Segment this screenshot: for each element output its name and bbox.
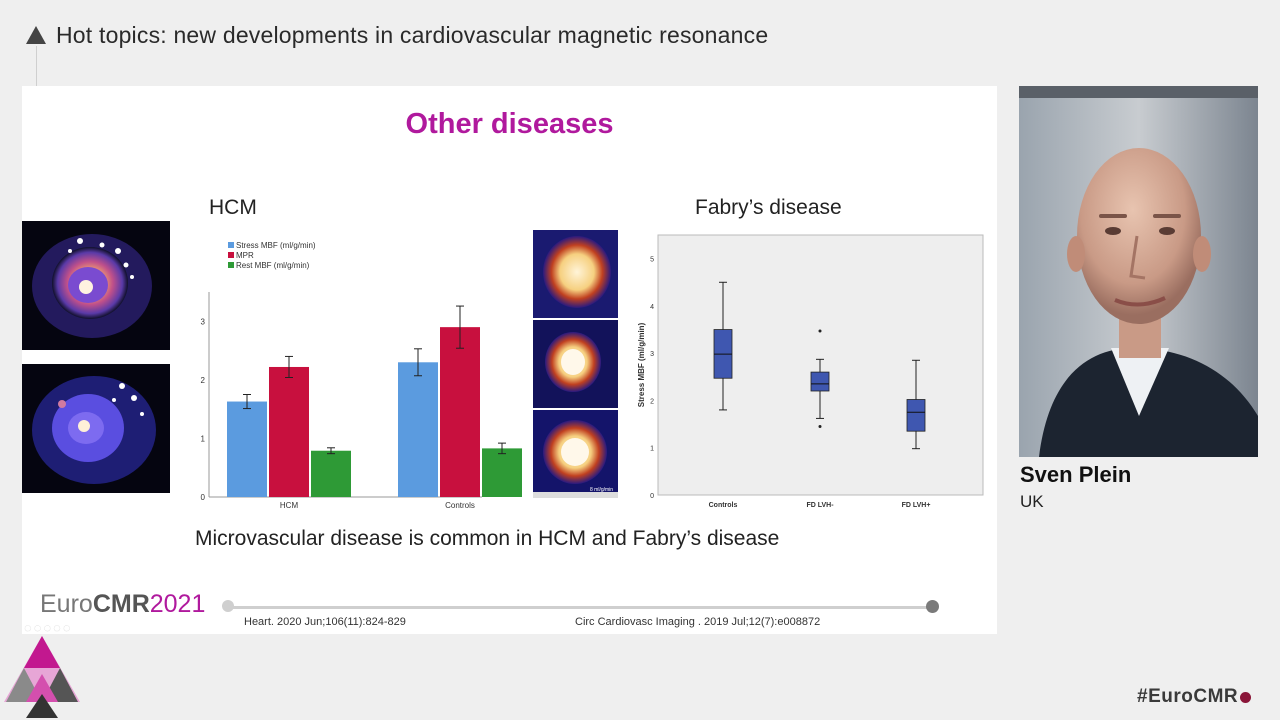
y-tick-label: 0 (650, 493, 654, 500)
legend-label: Rest MBF (ml/g/min) (236, 261, 310, 270)
eurocmr-triangle-logo (4, 636, 80, 718)
hashtag-dot (1240, 692, 1251, 703)
y-tick-label: 0 (201, 493, 206, 502)
scan-scale-label: 8 ml/g/min (590, 487, 614, 493)
speaker-name: Sven Plein (1020, 462, 1132, 487)
y-tick-label: 4 (650, 304, 654, 311)
reference-left: Heart. 2020 Jun;106(11):824-829 (244, 616, 406, 628)
slide-title: Other diseases (405, 108, 614, 140)
reference-right: Circ Cardiovasc Imaging . 2019 Jul;12(7)… (575, 616, 821, 628)
bar (311, 450, 351, 497)
session-title: Hot topics: new developments in cardiova… (56, 22, 769, 48)
legend-label: MPR (236, 251, 254, 260)
x-tick-label: FD LVH+ (902, 502, 931, 509)
y-tick-label: 2 (650, 398, 654, 405)
header-bar: Hot topics: new developments in cardiova… (0, 0, 1280, 86)
brand-bold: CMR (92, 590, 150, 618)
bar (227, 401, 267, 497)
y-tick-label: 1 (201, 434, 206, 443)
y-tick-label: 2 (201, 376, 206, 385)
speaker-country: UK (1020, 492, 1044, 511)
bar (440, 327, 480, 497)
fabry-box-plot: 0 1 2 3 4 5 Stress MBF (ml/g/min) Controls FD LV… (637, 234, 984, 509)
x-tick-label: HCM (280, 501, 299, 510)
brand-year: 2021 (149, 590, 206, 618)
x-tick-label: Controls (709, 502, 738, 509)
legend-swatch (228, 242, 234, 248)
y-tick-label: 5 (650, 257, 654, 264)
hcm-label: HCM (209, 196, 257, 219)
fabry-perfusion-images (533, 230, 618, 498)
box (906, 399, 926, 432)
triangle-icon (26, 26, 46, 44)
legend-swatch (228, 252, 234, 258)
eurocmr-logo-text: EuroCMR2021 (40, 590, 205, 619)
bar (482, 448, 522, 497)
hcm-perfusion-image-stress (22, 221, 170, 350)
y-tick-label: 3 (201, 317, 206, 326)
speaker-video (1019, 86, 1258, 457)
fabry-label: Fabry’s disease (695, 196, 842, 219)
outlier-point (818, 329, 822, 333)
timeline-line (228, 606, 933, 609)
y-tick-label: 1 (650, 446, 654, 453)
timeline-end-dot (926, 600, 939, 613)
faint-social-icons: ◌◌◌◌◌ (24, 620, 73, 635)
y-axis-label: Stress MBF (ml/g/min) (637, 322, 646, 407)
x-tick-label: Controls (445, 501, 475, 510)
presentation-slide: Other diseases HCM Fabry’s disease (22, 86, 997, 634)
bar (269, 366, 309, 497)
y-tick-label: 3 (650, 351, 654, 358)
outlier-point (818, 424, 822, 428)
hcm-bar-chart: 0 1 2 3 HCM Controls Stress MBF (ml/g/min)MPRR… (201, 241, 522, 510)
brand-prefix: Euro (40, 590, 93, 618)
legend-swatch (228, 262, 234, 268)
x-tick-label: FD LVH- (806, 502, 834, 509)
box (810, 371, 830, 392)
slide-caption: Microvascular disease is common in HCM a… (195, 527, 780, 550)
hashtag-label: #EuroCMR (1137, 686, 1239, 707)
header-divider (36, 46, 37, 86)
bar (398, 362, 438, 497)
hcm-perfusion-image-rest (22, 364, 170, 493)
legend-label: Stress MBF (ml/g/min) (236, 241, 316, 250)
